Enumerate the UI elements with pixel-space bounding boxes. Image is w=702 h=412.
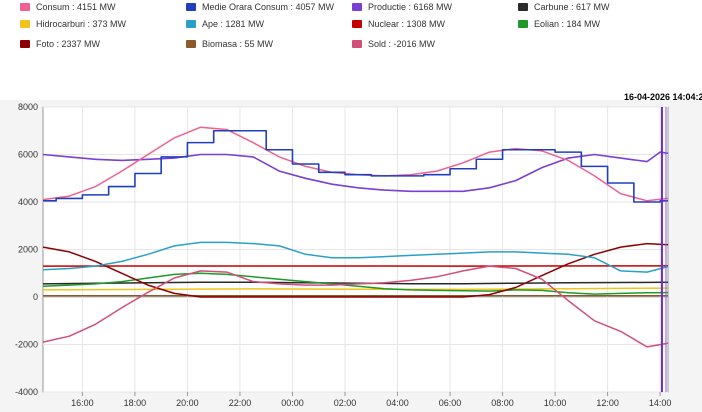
x-tick-label: 02:00: [334, 398, 357, 408]
y-tick-label: -4000: [15, 387, 38, 397]
y-tick-label: -2000: [15, 340, 38, 350]
legend-swatch-sold: [352, 40, 362, 48]
x-tick-label: 20:00: [176, 398, 199, 408]
legend-item-eolian[interactable]: Eolian : 184 MW: [518, 19, 600, 29]
legend-swatch-ape: [186, 20, 196, 28]
x-tick-label: 16:00: [71, 398, 94, 408]
legend-label-nuclear: Nuclear : 1308 MW: [368, 19, 446, 29]
x-tick-label: 12:00: [596, 398, 619, 408]
x-tick-label: 00:00: [281, 398, 304, 408]
legend: Consum : 4151 MW Medie Orara Consum : 40…: [0, 0, 702, 56]
legend-label-hidro: Hidrocarburi : 373 MW: [36, 19, 127, 29]
legend-item-sold[interactable]: Sold : -2016 MW: [352, 39, 435, 49]
x-tick-label: 04:00: [386, 398, 409, 408]
x-tick-label: 18:00: [124, 398, 147, 408]
legend-label-carbune: Carbune : 617 MW: [534, 2, 610, 12]
x-tick-label: 22:00: [229, 398, 252, 408]
legend-item-foto[interactable]: Foto : 2337 MW: [20, 39, 100, 49]
y-tick-label: 6000: [18, 150, 38, 160]
legend-label-consum: Consum : 4151 MW: [36, 2, 116, 12]
series-line-hidro: [42, 287, 669, 291]
series-line-ape: [42, 241, 669, 273]
legend-item-nuclear[interactable]: Nuclear : 1308 MW: [352, 19, 445, 29]
x-tick-label: 14:00: [649, 398, 672, 408]
legend-label-biomasa: Biomasa : 55 MW: [202, 39, 274, 49]
legend-swatch-productie: [352, 3, 362, 11]
legend-swatch-consum: [20, 3, 30, 11]
legend-item-consum[interactable]: Consum : 4151 MW: [20, 2, 116, 12]
legend-swatch-eolian: [518, 20, 528, 28]
x-tick-label: 06:00: [439, 398, 462, 408]
legend-swatch-biomasa: [186, 40, 196, 48]
y-tick-label: 8000: [18, 102, 38, 112]
legend-item-biomasa[interactable]: Biomasa : 55 MW: [186, 39, 273, 49]
series-line-medie: [43, 129, 668, 203]
legend-swatch-medie: [186, 3, 196, 11]
legend-swatch-hidro: [20, 20, 30, 28]
cursor-timestamp: 16-04-2026 14:04:2: [624, 92, 702, 102]
legend-item-ape[interactable]: Ape : 1281 MW: [186, 19, 264, 29]
series-line-eolian: [42, 272, 669, 295]
legend-swatch-foto: [20, 40, 30, 48]
legend-label-ape: Ape : 1281 MW: [202, 19, 265, 29]
series-line-foto: [42, 242, 669, 298]
series-line-sold: [42, 265, 669, 348]
legend-label-productie: Productie : 6168 MW: [368, 2, 453, 12]
legend-item-productie[interactable]: Productie : 6168 MW: [352, 2, 452, 12]
y-tick-label: 0: [33, 292, 38, 302]
x-tick-label: 10:00: [544, 398, 567, 408]
legend-item-carbune[interactable]: Carbune : 617 MW: [518, 2, 610, 12]
legend-item-medie[interactable]: Medie Orara Consum : 4057 MW: [186, 2, 334, 12]
legend-item-hidro[interactable]: Hidrocarburi : 373 MW: [20, 19, 126, 29]
y-tick-label: 4000: [18, 197, 38, 207]
series-line-productie: [42, 151, 669, 193]
legend-label-eolian: Eolian : 184 MW: [534, 19, 601, 29]
y-tick-label: 2000: [18, 245, 38, 255]
legend-swatch-carbune: [518, 3, 528, 11]
legend-label-medie: Medie Orara Consum : 4057 MW: [202, 2, 335, 12]
legend-swatch-nuclear: [352, 20, 362, 28]
legend-label-sold: Sold : -2016 MW: [368, 39, 436, 49]
x-tick-label: 08:00: [491, 398, 514, 408]
legend-label-foto: Foto : 2337 MW: [36, 39, 101, 49]
